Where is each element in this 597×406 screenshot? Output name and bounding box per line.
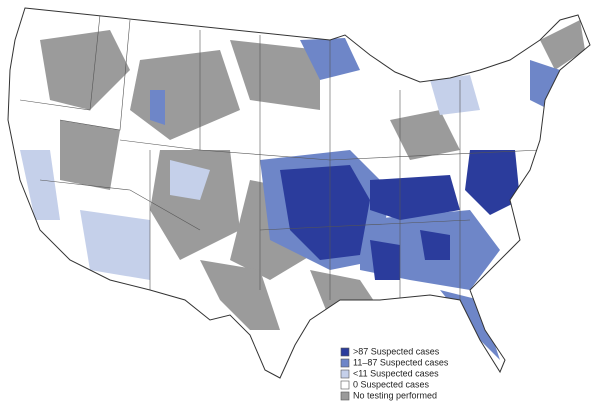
legend-swatch bbox=[340, 347, 350, 357]
low-case-regions bbox=[20, 75, 480, 280]
country-outline bbox=[7, 7, 591, 379]
legend-label: <11 Suspected cases bbox=[353, 368, 439, 378]
legend-swatch bbox=[340, 358, 350, 368]
legend-swatch bbox=[340, 391, 350, 401]
high-case-regions bbox=[280, 150, 520, 280]
legend-label: >87 Suspected cases bbox=[353, 346, 440, 356]
legend-label: No testing performed bbox=[353, 390, 437, 400]
state-borders bbox=[19, 14, 541, 300]
legend-swatch bbox=[340, 380, 350, 390]
legend-swatch bbox=[340, 369, 350, 379]
legend-label: 0 Suspected cases bbox=[353, 379, 430, 389]
legend-label: 11–87 Suspected cases bbox=[353, 357, 449, 367]
